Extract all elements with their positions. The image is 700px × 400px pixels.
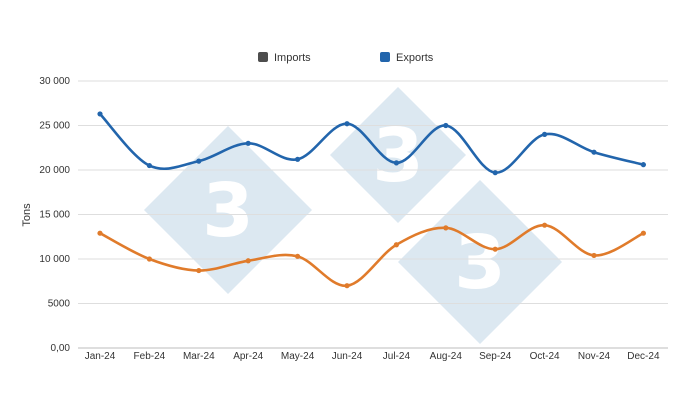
legend-item: Exports: [380, 52, 434, 64]
x-tick-label: Sep-24: [479, 351, 512, 362]
x-tick-label: Dec-24: [627, 351, 660, 362]
data-point: [492, 170, 498, 176]
legend-label: Imports: [274, 52, 311, 64]
x-tick-label: Jan-24: [85, 351, 116, 362]
data-point: [146, 256, 152, 262]
y-tick-label: 0,00: [51, 343, 71, 354]
y-axis-ticks: 0,00 5000 10 000 15 000 20 000 25 000 30 000: [39, 76, 70, 354]
data-point: [640, 230, 647, 236]
series-1: [97, 222, 647, 289]
y-tick-label: 15 000: [39, 210, 70, 221]
x-tick-label: Aug-24: [430, 351, 463, 362]
y-axis-title: Tons: [21, 203, 33, 227]
y-tick-label: 5000: [48, 299, 71, 310]
data-point: [640, 162, 647, 168]
data-point: [591, 149, 597, 155]
watermark-glyph: 3: [372, 113, 424, 199]
data-point: [542, 222, 548, 228]
x-tick-label: May-24: [281, 351, 315, 362]
data-point: [196, 158, 202, 164]
x-tick-label: Apr-24: [233, 351, 263, 362]
gridlines: [78, 80, 668, 349]
x-tick-label: Mar-24: [183, 351, 215, 362]
watermark-diamond: [144, 126, 312, 294]
data-point: [443, 122, 449, 129]
data-point: [492, 246, 498, 252]
y-tick-label: 10 000: [39, 254, 70, 265]
watermark-diamond: [330, 87, 466, 223]
data-point: [542, 131, 548, 137]
data-point: [393, 242, 399, 248]
data-point: [295, 253, 301, 259]
y-tick-label: 20 000: [39, 165, 70, 176]
data-point: [344, 121, 350, 127]
data-point: [97, 230, 103, 236]
x-tick-label: Jun-24: [332, 351, 363, 362]
y-tick-label: 25 000: [39, 121, 70, 132]
data-point: [393, 160, 399, 166]
data-point: [196, 267, 202, 274]
x-tick-label: Jul-24: [383, 351, 411, 362]
data-point: [591, 252, 597, 259]
legend-swatch: [380, 52, 390, 62]
data-point: [443, 225, 449, 231]
x-tick-label: Feb-24: [134, 351, 166, 362]
y-tick-label: 30 000: [39, 76, 70, 87]
series-0: [97, 111, 647, 176]
watermark-glyph: 3: [202, 168, 254, 254]
data-point: [245, 140, 251, 146]
legend-label: Exports: [396, 52, 434, 64]
x-tick-label: Oct-24: [530, 351, 560, 362]
data-point: [295, 156, 301, 162]
data-point: [146, 162, 152, 169]
data-point: [344, 283, 350, 289]
data-point: [245, 258, 251, 264]
legend-swatch: [258, 52, 268, 62]
legend: Imports Exports: [258, 52, 434, 64]
data-point: [97, 111, 103, 117]
series-layer: [97, 111, 647, 289]
x-tick-label: Nov-24: [578, 351, 611, 362]
x-axis-ticks: Jan-24 Feb-24 Mar-24 Apr-24 May-24 Jun-24 Jul-…: [85, 351, 660, 362]
legend-item: Imports: [258, 52, 311, 64]
